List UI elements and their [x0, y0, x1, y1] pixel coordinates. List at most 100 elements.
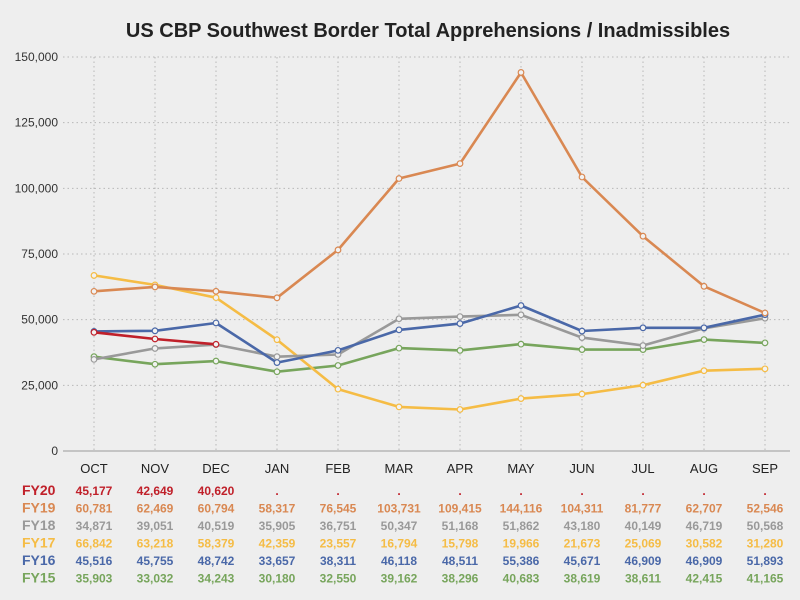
table-cell: 55,386 — [503, 554, 540, 568]
table-cell: 15,798 — [442, 537, 479, 551]
table-cell: . — [336, 484, 339, 498]
x-tick-label: JAN — [265, 461, 290, 476]
data-point — [578, 390, 586, 398]
data-point — [456, 320, 464, 327]
table-row-label: FY18 — [22, 517, 56, 533]
table-cell: 38,296 — [442, 572, 479, 586]
table-cell: 40,683 — [503, 572, 540, 586]
table-cell: . — [519, 484, 522, 498]
data-point — [334, 246, 342, 254]
data-point — [761, 365, 769, 373]
series-fy16 — [90, 302, 769, 366]
x-tick-label: MAR — [385, 461, 414, 476]
table-cell: 45,671 — [564, 554, 601, 568]
data-point — [395, 315, 403, 323]
table-cell: 16,794 — [381, 537, 418, 551]
table-cell: 58,317 — [259, 502, 296, 516]
series-line — [92, 304, 767, 364]
data-point — [212, 294, 220, 302]
table-cell: 42,359 — [259, 537, 296, 551]
data-table: FY20 45,177 42,649 40,620........ . FY19 60,78… — [22, 482, 784, 586]
table-cell: 21,673 — [564, 537, 601, 551]
y-axis-ticks: 0 25,000 50,000 75,000 100,000 125,000 150,000 — [15, 50, 59, 458]
data-point — [151, 360, 159, 368]
data-point — [151, 345, 159, 352]
y-tick-label: 50,000 — [21, 313, 58, 327]
table-cell: . — [458, 484, 461, 498]
grid — [63, 56, 790, 452]
table-cell: 35,903 — [76, 572, 113, 586]
data-point — [90, 287, 98, 295]
table-cell: 63,218 — [137, 537, 174, 551]
data-point — [700, 336, 708, 343]
x-tick-label: APR — [447, 461, 474, 476]
table-cell: . — [397, 484, 400, 498]
data-point — [90, 356, 98, 363]
table-cell: 32,550 — [320, 572, 357, 586]
table-cell: 48,742 — [198, 554, 235, 568]
data-point — [151, 335, 159, 343]
table-row-label: FY16 — [22, 552, 56, 568]
table-cell: 46,909 — [625, 554, 662, 568]
table-cell: 40,149 — [625, 519, 662, 533]
table-cell: 34,243 — [198, 572, 235, 586]
x-tick-label: JUN — [569, 461, 594, 476]
data-point — [273, 359, 281, 366]
table-cell: 30,180 — [259, 572, 296, 586]
table-row-label: FY17 — [22, 535, 56, 551]
table-cell: 51,862 — [503, 519, 540, 533]
series-lines — [90, 69, 769, 413]
table-cell: 38,619 — [564, 572, 601, 586]
table-cell: 36,751 — [320, 519, 357, 533]
table-cell: 62,469 — [137, 502, 174, 516]
table-cell: 38,611 — [625, 572, 661, 586]
series-line — [92, 274, 767, 411]
data-point — [456, 406, 464, 413]
table-cell: 46,118 — [381, 554, 417, 568]
data-point — [456, 347, 464, 354]
table-cell: 81,777 — [625, 502, 662, 516]
data-point — [456, 313, 464, 320]
table-cell: 42,415 — [686, 572, 723, 586]
table-cell: 23,557 — [320, 537, 357, 551]
y-tick-label: 75,000 — [21, 247, 58, 261]
data-point — [212, 287, 220, 295]
data-point — [90, 328, 98, 336]
table-cell: 39,162 — [381, 572, 418, 586]
table-cell: 60,781 — [76, 502, 113, 516]
data-point — [334, 385, 342, 393]
data-point — [273, 353, 281, 361]
table-cell: 40,620 — [198, 484, 235, 498]
table-cell: 51,893 — [747, 554, 784, 568]
table-cell: 19,966 — [503, 537, 540, 551]
table-cell: 62,707 — [686, 502, 723, 516]
table-cell: . — [580, 484, 583, 498]
data-point — [395, 403, 403, 411]
table-cell: 66,842 — [76, 537, 113, 551]
table-cell: 33,032 — [137, 572, 174, 586]
x-tick-label: NOV — [141, 461, 170, 476]
data-point — [212, 319, 220, 327]
data-point — [212, 340, 220, 348]
x-tick-label: AUG — [690, 461, 718, 476]
y-tick-label: 125,000 — [15, 116, 59, 130]
data-point — [395, 326, 403, 334]
data-point — [517, 340, 525, 348]
data-point — [761, 339, 769, 347]
x-tick-label: SEP — [752, 461, 778, 476]
table-row-label: FY19 — [22, 500, 56, 516]
data-point — [151, 327, 159, 335]
x-axis-ticks: OCT NOV DEC JAN FEB MAR APR MAY JUN JUL AUG SEP — [80, 461, 778, 476]
series-fy15 — [90, 336, 769, 376]
data-point — [761, 309, 769, 317]
table-cell: 51,168 — [442, 519, 479, 533]
table-cell: . — [702, 484, 705, 498]
table-cell: 30,582 — [686, 537, 723, 551]
series-fy20 — [90, 328, 220, 348]
table-cell: 46,719 — [686, 519, 723, 533]
table-cell: 38,311 — [320, 554, 356, 568]
data-point — [517, 69, 525, 76]
series-line — [92, 313, 767, 361]
data-point — [517, 302, 525, 309]
